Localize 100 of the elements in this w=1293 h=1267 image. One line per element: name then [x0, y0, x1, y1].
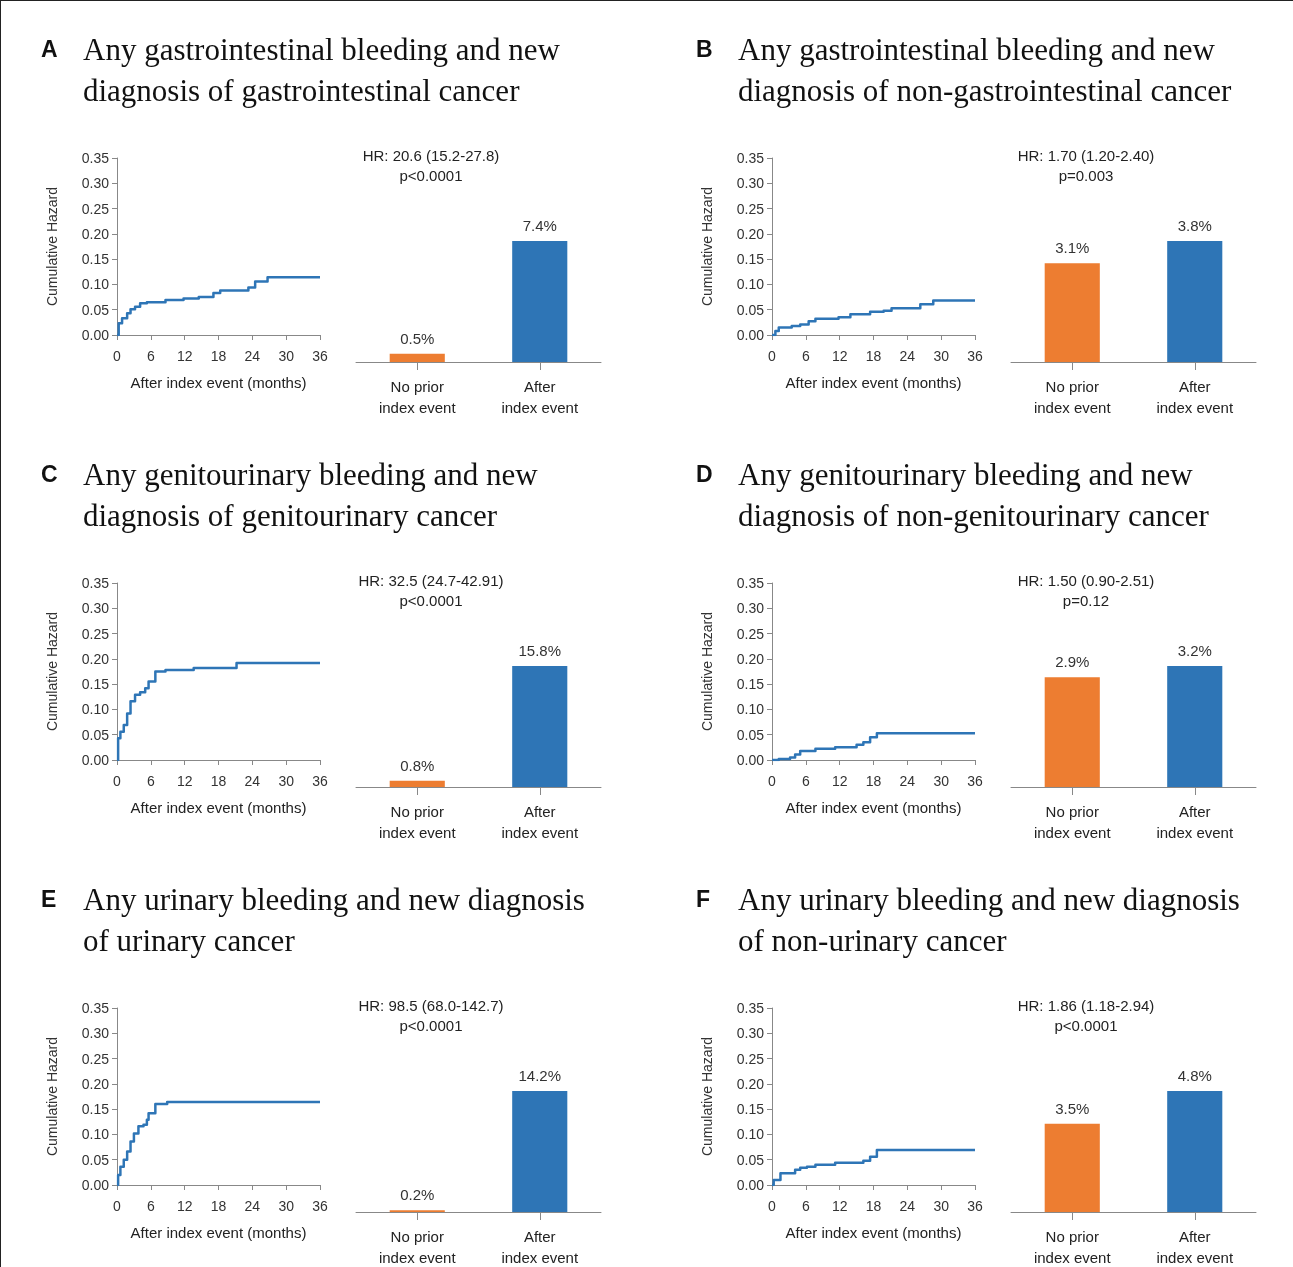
x-axis-title: After index event (months) [130, 799, 307, 816]
x-tick-label: After index event [501, 378, 579, 416]
x-tick-label: No prior index event [1033, 378, 1112, 416]
text: B [696, 35, 713, 64]
data-label: 0.5% [400, 329, 435, 347]
y-tick-label: 0.10 [81, 276, 110, 293]
x-tick-label: After index event [1156, 803, 1234, 841]
chart-title: Any gastrointestinal bleeding and new diagnosis of gastrointestinal cancer [83, 32, 560, 108]
x-tick-label: 30 [278, 348, 295, 364]
y-tick-label: 0.35 [736, 1000, 765, 1016]
x-tick-label: After index event [501, 1228, 579, 1266]
y-tick-label: 0.15 [736, 251, 765, 268]
data-label: 4.8% [1177, 1067, 1212, 1084]
x-tick-label: 30 [278, 1198, 295, 1214]
y-tick-label: 0.00 [736, 752, 765, 768]
text: A [41, 35, 58, 64]
x-tick-label: 6 [146, 1198, 155, 1214]
y-axis-title: Cumulative Hazard [699, 186, 715, 307]
y-tick-label: 0.20 [736, 650, 765, 667]
x-tick-label: 24 [244, 773, 261, 789]
y-tick-label: 0.20 [736, 1075, 765, 1092]
x-tick-label: 36 [312, 1198, 328, 1214]
data-label: 7.4% [522, 217, 557, 234]
y-tick-label: 0.05 [81, 1151, 110, 1168]
x-tick-label: No prior index event [378, 1228, 457, 1266]
data-label: 3.8% [1177, 217, 1212, 234]
x-tick-label: 12 [176, 1198, 193, 1214]
y-tick-label: 0.25 [81, 625, 110, 642]
x-tick-label: 18 [865, 348, 882, 364]
y-tick-label: 0.00 [736, 1177, 765, 1193]
x-tick-label: 0 [113, 773, 122, 789]
y-tick-label: 0.20 [736, 225, 765, 242]
x-tick-label: 24 [899, 348, 916, 364]
x-axis-title: After index event (months) [785, 1224, 962, 1241]
y-tick-label: 0.35 [81, 1000, 110, 1016]
y-tick-label: 0.15 [736, 1101, 765, 1118]
text: HR: 32.5 (24.7-42.91) [357, 571, 505, 591]
y-tick-label: 0.30 [81, 600, 110, 617]
x-tick-label: 36 [312, 348, 328, 364]
y-tick-label: 0.25 [81, 200, 110, 217]
data-label: 0.8% [400, 756, 435, 774]
y-tick-label: 0.00 [736, 327, 765, 343]
y-tick-label: 0.05 [736, 301, 765, 318]
x-axis-title: After index event (months) [130, 1224, 307, 1241]
y-axis-title: Cumulative Hazard [699, 611, 715, 732]
text: D [696, 460, 713, 489]
x-tick-label: 6 [146, 773, 155, 789]
x-tick-label: 18 [210, 1198, 227, 1214]
x-tick-label: 0 [768, 1198, 777, 1214]
x-tick-label: 18 [865, 773, 882, 789]
x-tick-label: 0 [113, 1198, 122, 1214]
y-axis-title: Cumulative Hazard [44, 611, 60, 732]
x-tick-label: 36 [967, 1198, 983, 1214]
y-tick-label: 0.30 [736, 1025, 765, 1042]
y-tick-label: 0.00 [81, 752, 110, 768]
data-label: 3.1% [1055, 239, 1090, 257]
x-tick-label: 0 [113, 348, 122, 364]
x-tick-label: 24 [899, 773, 916, 789]
x-tick-label: After index event [501, 803, 579, 841]
text: HR: 20.6 (15.2-27.8) [361, 146, 501, 166]
x-tick-label: 0 [768, 773, 777, 789]
y-tick-label: 0.25 [736, 200, 765, 217]
y-tick-label: 0.25 [81, 1050, 110, 1067]
chart-title: Any gastrointestinal bleeding and new diagnosis of non-gastrointestinal cancer [738, 32, 1232, 108]
text: p<0.0001 [398, 1016, 464, 1036]
text: F [696, 885, 711, 914]
x-tick-label: 6 [146, 348, 155, 364]
y-tick-label: 0.05 [81, 726, 110, 743]
x-tick-label: 24 [899, 1198, 916, 1214]
x-tick-label: 30 [933, 773, 950, 789]
y-tick-label: 0.10 [736, 701, 765, 718]
y-tick-label: 0.20 [81, 650, 110, 667]
y-tick-label: 0.15 [736, 676, 765, 693]
data-label: 3.5% [1055, 1099, 1090, 1117]
y-tick-label: 0.30 [736, 600, 765, 617]
data-label: 15.8% [518, 642, 562, 659]
y-tick-label: 0.10 [81, 1126, 110, 1143]
data-label: 2.9% [1055, 653, 1090, 671]
text: E [41, 885, 57, 914]
y-tick-label: 0.35 [736, 150, 765, 166]
y-axis-title: Cumulative Hazard [44, 186, 60, 307]
x-tick-label: 12 [831, 348, 848, 364]
y-tick-label: 0.05 [81, 301, 110, 318]
x-tick-label: No prior index event [378, 803, 457, 841]
x-tick-label: After index event [1156, 378, 1234, 416]
text: p<0.0001 [1053, 1016, 1119, 1036]
chart-title: Any urinary bleeding and new diagnosis of non-urinary cancer [738, 882, 1240, 958]
text: p=0.003 [1057, 166, 1115, 186]
x-tick-label: 30 [933, 348, 950, 364]
y-tick-label: 0.05 [736, 726, 765, 743]
y-tick-label: 0.10 [736, 1126, 765, 1143]
x-axis-title: After index event (months) [130, 374, 307, 391]
y-axis-title: Cumulative Hazard [44, 1036, 60, 1157]
y-tick-label: 0.25 [736, 1050, 765, 1067]
x-tick-label: 6 [801, 773, 810, 789]
x-tick-label: No prior index event [1033, 803, 1112, 841]
y-tick-label: 0.30 [81, 1025, 110, 1042]
data-label: 3.2% [1177, 642, 1212, 659]
y-tick-label: 0.00 [81, 1177, 110, 1193]
y-tick-label: 0.10 [736, 276, 765, 293]
